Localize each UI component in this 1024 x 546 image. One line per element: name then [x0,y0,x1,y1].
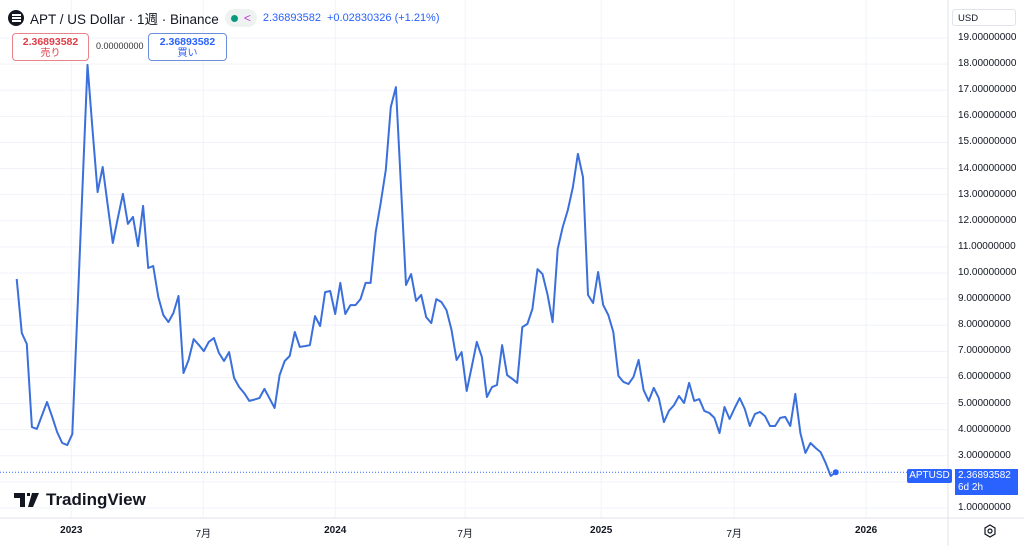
y-tick-label: 9.00000000 [958,293,1011,305]
tradingview-watermark[interactable]: TradingView [14,490,146,510]
chart-header: APT / US Dollar · 1週 · Binance < 2.36893… [8,8,440,28]
y-tick-label: 18.00000000 [958,58,1017,70]
current-price-label: 2.36893582 6d 2h [955,469,1018,495]
y-tick-label: 10.00000000 [958,267,1017,278]
last-price: 2.36893582 [262,12,321,24]
symbol-tag: APTUSD [907,469,952,483]
status-pill[interactable]: < [224,9,257,27]
buy-button[interactable]: 2.36893582 買い [148,33,227,61]
x-tick-label: 2024 [324,525,347,536]
settings-gear-icon[interactable] [983,524,997,538]
y-tick-label: 16.00000000 [958,110,1017,122]
market-status-icon [230,14,238,22]
x-tick-label: 2025 [590,525,613,536]
y-tick-label: 11.00000000 [958,240,1016,252]
last-price-dot [832,469,839,476]
buy-label: 買い [177,48,198,59]
y-tick-label: 13.00000000 [958,188,1017,200]
x-tick-label: 2023 [60,525,83,536]
y-tick-label: 7.00000000 [958,345,1011,357]
x-tick-label: 7月 [195,529,212,540]
y-tick-label: 5.00000000 [958,397,1011,409]
y-tick-label: 6.00000000 [958,371,1011,383]
x-tick-label: 2026 [854,525,878,536]
y-tick-label: 4.00000000 [958,423,1011,435]
price-series-line [15,63,837,477]
bar-countdown: 6d 2h [958,482,984,493]
watermark-text: TradingView [46,490,146,509]
y-tick-label: 3.00000000 [958,449,1011,461]
current-price-value: 2.36893582 [958,470,1011,481]
y-tick-label: 19.00000000 [958,32,1017,44]
y-tick-label: 1.00000000 [958,502,1011,513]
y-tick-label: 12.00000000 [958,214,1017,226]
y-tick-label: 14.00000000 [958,162,1017,174]
y-tick-label: 8.00000000 [958,319,1011,331]
x-tick-label: 7月 [457,529,473,540]
y-tick-label: 17.00000000 [958,84,1017,96]
sell-label: 売り [40,48,61,59]
aptos-logo-icon [8,10,24,26]
tradingview-logo-icon [14,493,39,507]
y-tick-label: 15.00000000 [958,136,1017,148]
x-tick-label: 7月 [726,529,742,540]
currency-selector[interactable]: USD [952,9,1016,26]
spread-value: 0.00000000 [96,41,144,51]
share-icon[interactable]: < [243,11,251,25]
symbol-title[interactable]: APT / US Dollar · 1週 · Binance [30,12,219,27]
grid-lines [0,0,948,518]
sell-price: 2.36893582 [22,36,79,48]
buy-price: 2.36893582 [159,36,216,48]
price-change: +0.02830326 (+1.21%) [326,12,440,24]
sell-button[interactable]: 2.36893582 売り [12,33,89,61]
